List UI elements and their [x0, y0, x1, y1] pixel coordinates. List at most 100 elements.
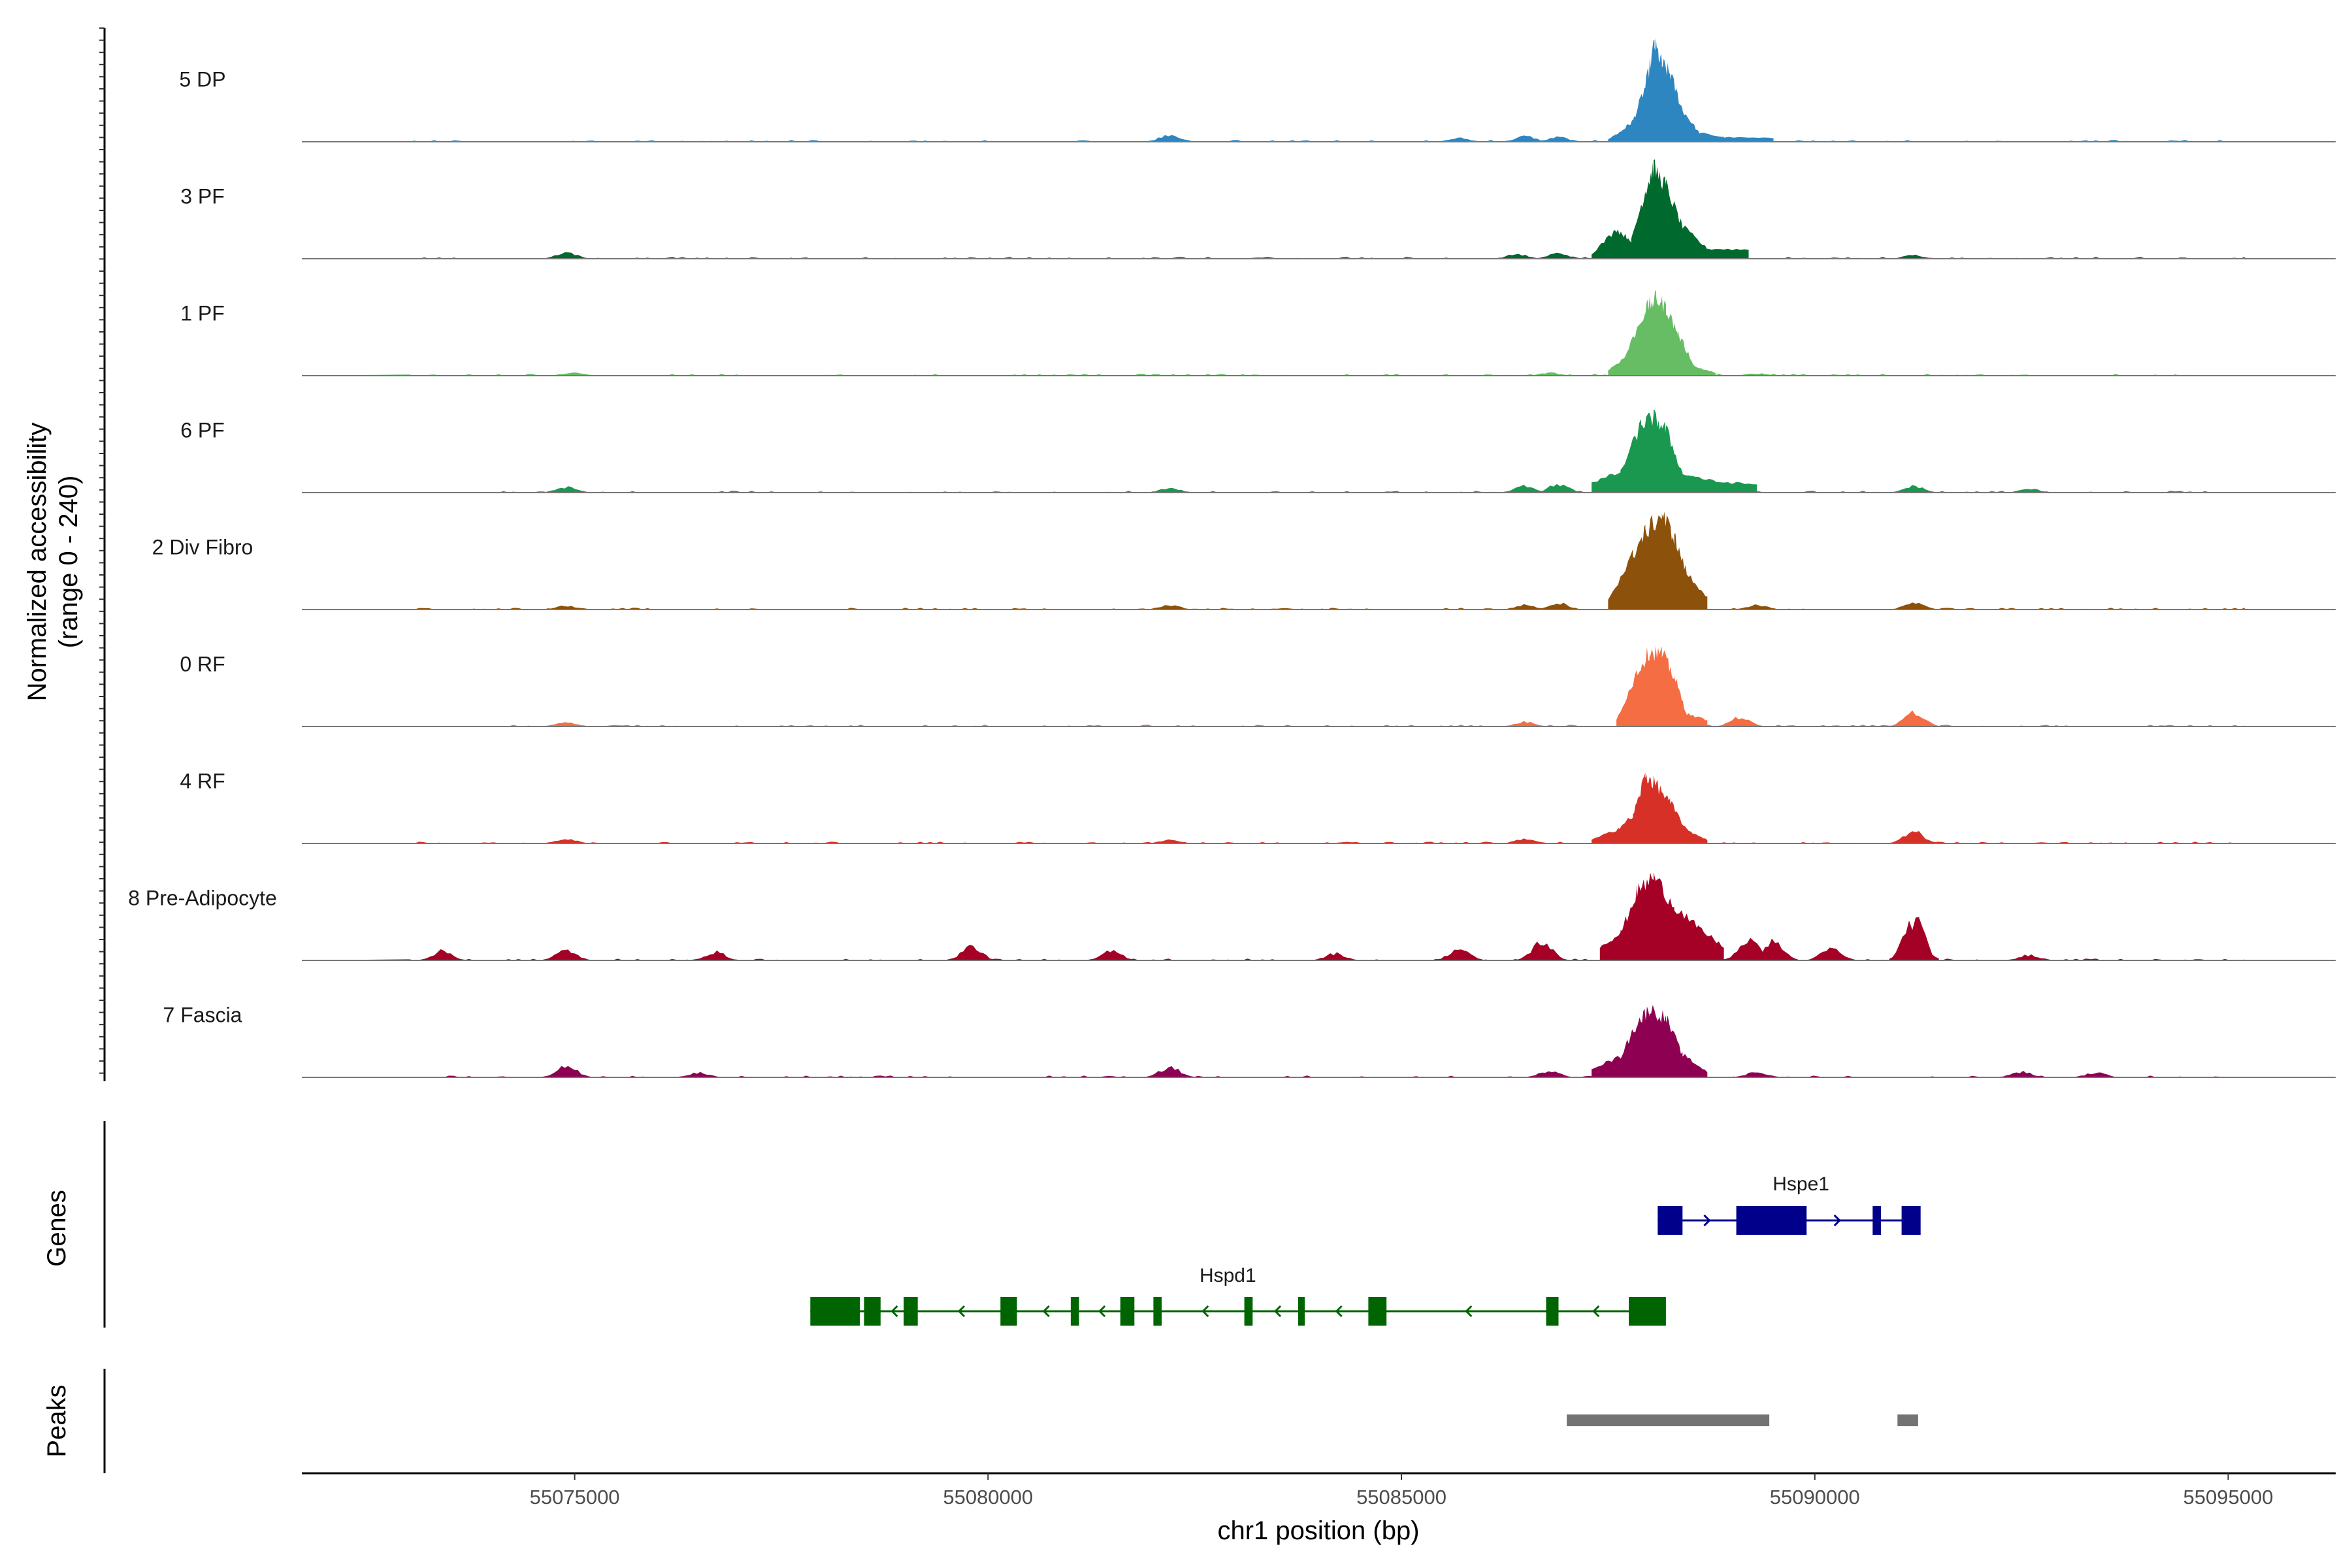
- gene-exon: [1298, 1297, 1305, 1326]
- strand-arrow: [1201, 1305, 1209, 1318]
- track-label: 3 PF: [180, 185, 225, 208]
- track-label: 7 Fascia: [163, 1004, 242, 1027]
- minor-peak: [1310, 952, 1360, 960]
- y-axis: [99, 27, 106, 1081]
- minor-peak: [1997, 1071, 2047, 1077]
- x-axis-title: chr1 position (bp): [1217, 1516, 1419, 1545]
- gene-exon: [810, 1297, 860, 1326]
- minor-peak: [542, 722, 591, 727]
- track-1-pf: 1 PF: [180, 290, 2336, 376]
- minor-peak: [542, 605, 591, 610]
- minor-peak: [549, 372, 600, 376]
- minor-peak: [1732, 604, 1782, 610]
- main-peak: [1608, 512, 1708, 610]
- minor-peak: [1087, 950, 1137, 960]
- gene-track: Hspe1 Hspd1: [810, 1173, 1921, 1326]
- x-tick-label: 55075000: [530, 1486, 620, 1509]
- gene-exon: [1244, 1297, 1253, 1326]
- strand-arrow: [1335, 1305, 1343, 1318]
- main-peak: [1592, 1005, 1708, 1077]
- minor-peak: [1533, 136, 1584, 142]
- track-label: 5 DP: [179, 68, 225, 91]
- minor-peak: [674, 1071, 724, 1077]
- main-peak: [1616, 645, 1708, 727]
- x-tick-label: 55090000: [1770, 1486, 1860, 1509]
- minor-peak: [1492, 253, 1543, 259]
- gene-exon: [1736, 1206, 1807, 1235]
- gene-exon: [1901, 1206, 1921, 1235]
- main-peak: [1592, 159, 1749, 259]
- minor-peak: [1889, 254, 1939, 259]
- gene-exon: [1872, 1206, 1881, 1235]
- minor-peak: [1889, 917, 1939, 960]
- track-label: 8 Pre-Adipocyte: [128, 887, 277, 910]
- peak-region: [1897, 1414, 1918, 1426]
- track-label: 4 RF: [180, 770, 225, 793]
- main-peak: [1608, 37, 1774, 142]
- minor-peak: [1889, 710, 1939, 727]
- gene-exon: [1120, 1297, 1135, 1326]
- minor-peak: [1500, 721, 1550, 727]
- gene-exon: [1629, 1297, 1666, 1326]
- gene-exon: [1368, 1297, 1387, 1326]
- minor-peak: [542, 486, 591, 493]
- minor-peak: [542, 949, 591, 960]
- minor-peak: [1434, 137, 1484, 142]
- gene-exon: [1070, 1297, 1079, 1326]
- minor-peak: [1525, 372, 1575, 376]
- minor-peak: [1145, 839, 1195, 843]
- track-label: 1 PF: [180, 302, 225, 325]
- strand-arrow: [957, 1305, 966, 1318]
- minor-peak: [1889, 831, 1939, 843]
- track-7-fascia: 7 Fascia: [163, 1004, 2336, 1078]
- y-axis-title: Normalized accessibility: [23, 423, 52, 702]
- minor-peak: [1145, 135, 1195, 142]
- minor-peak: [690, 950, 740, 960]
- minor-peak: [417, 949, 468, 960]
- strand-arrow: [1592, 1305, 1600, 1318]
- minor-peak: [2004, 954, 2055, 960]
- x-axis: 55075000 55080000 55085000 55090000 55095000: [302, 1472, 2336, 1509]
- x-tick-label: 55085000: [1356, 1486, 1446, 1509]
- minor-peak: [947, 945, 996, 960]
- main-peak: [1608, 290, 1716, 376]
- minor-peak: [1145, 1066, 1195, 1077]
- minor-peak: [1889, 602, 1939, 610]
- minor-peak: [1145, 605, 1195, 610]
- minor-peak: [542, 839, 591, 843]
- strand-arrow: [1098, 1305, 1106, 1318]
- coverage-tracks: 5 DP 3 PF 1 PF 6 PF 2 Div Fibro 0 RF 4 RF 8 Pre…: [128, 37, 2336, 1078]
- gene-hspe1: Hspe1: [1658, 1173, 1921, 1235]
- gene-exon: [1000, 1297, 1017, 1326]
- minor-peak: [1732, 1072, 1782, 1077]
- genes-axis-title: Genes: [42, 1190, 71, 1267]
- strand-arrow: [1273, 1305, 1282, 1318]
- minor-peak: [1748, 938, 1799, 960]
- track-0-rf: 0 RF: [180, 645, 2336, 727]
- track-3-pf: 3 PF: [180, 159, 2336, 259]
- gene-exon: [904, 1297, 918, 1326]
- minor-peak: [2071, 1072, 2121, 1077]
- gene-exon: [1658, 1206, 1683, 1235]
- x-tick-label: 55095000: [2183, 1486, 2274, 1509]
- minor-peak: [1500, 484, 1550, 493]
- peaks-axis-title: Peaks: [42, 1384, 71, 1457]
- minor-peak: [1533, 252, 1584, 259]
- minor-peak: [2004, 489, 2055, 493]
- main-peak: [1592, 409, 1757, 493]
- minor-peak: [1145, 487, 1195, 493]
- gene-hspd1: Hspd1: [810, 1265, 1666, 1326]
- gene-exon: [1153, 1297, 1162, 1326]
- track-4-rf: 4 RF: [180, 770, 2336, 844]
- minor-peak: [1806, 947, 1856, 960]
- minor-peak: [1500, 135, 1550, 142]
- gene-label: Hspd1: [1200, 1265, 1256, 1286]
- gene-exon: [1546, 1297, 1559, 1326]
- minor-peak: [1434, 949, 1484, 960]
- track-label: 0 RF: [180, 653, 225, 676]
- minor-peak: [542, 1066, 591, 1077]
- peak-track: [1567, 1414, 1918, 1426]
- gene-label: Hspe1: [1772, 1173, 1829, 1195]
- strand-arrow: [1833, 1214, 1841, 1227]
